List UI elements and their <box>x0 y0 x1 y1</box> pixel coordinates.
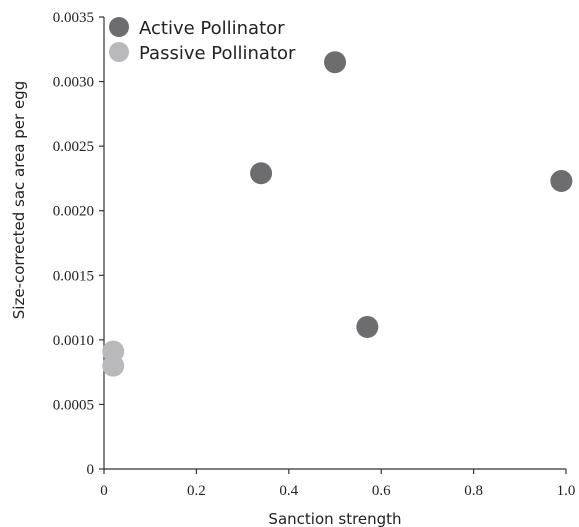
x-tick-label: 0.4 <box>279 483 298 499</box>
y-tick-label: 0.0020 <box>53 204 94 220</box>
y-tick-label: 0.0010 <box>53 333 94 349</box>
x-tick-label: 0.2 <box>187 483 206 499</box>
x-axis-label: Sanction strength <box>268 510 401 527</box>
active-pollinator-point <box>550 170 573 193</box>
legend-label-active-pollinator: Active Pollinator <box>139 18 285 39</box>
passive-pollinator-point <box>102 354 125 377</box>
y-tick-label: 0.0030 <box>53 75 94 91</box>
y-tick-label: 0.0025 <box>53 139 94 155</box>
y-tick-label: 0.0005 <box>53 397 94 413</box>
x-tick-label: 0.8 <box>464 483 483 499</box>
y-axis-ticks: 0 0.0005 0.0010 0.0015 0.0020 0.0025 0.0030 0.0… <box>53 10 104 478</box>
active-pollinator-point <box>250 162 273 185</box>
active-pollinator-point <box>356 315 379 338</box>
x-axis-ticks: 0 0.2 0.4 0.6 0.8 1.0 <box>100 469 575 499</box>
data-points <box>102 51 573 377</box>
legend-label-passive-pollinator: Passive Pollinator <box>139 43 296 64</box>
y-tick-label: 0.0035 <box>53 10 94 26</box>
y-tick-label: 0 <box>87 462 95 478</box>
x-tick-label: 0.6 <box>372 483 391 499</box>
x-tick-label: 0 <box>100 483 108 499</box>
y-axis-label: Size-corrected sac area per egg <box>10 81 28 319</box>
x-tick-label: 1.0 <box>557 483 576 499</box>
y-tick-label: 0.0015 <box>53 268 94 284</box>
legend-marker-active-pollinator <box>109 17 129 37</box>
legend: Active Pollinator Passive Pollinator <box>109 17 296 64</box>
legend-marker-passive-pollinator <box>109 42 129 62</box>
active-pollinator-point <box>324 51 346 74</box>
